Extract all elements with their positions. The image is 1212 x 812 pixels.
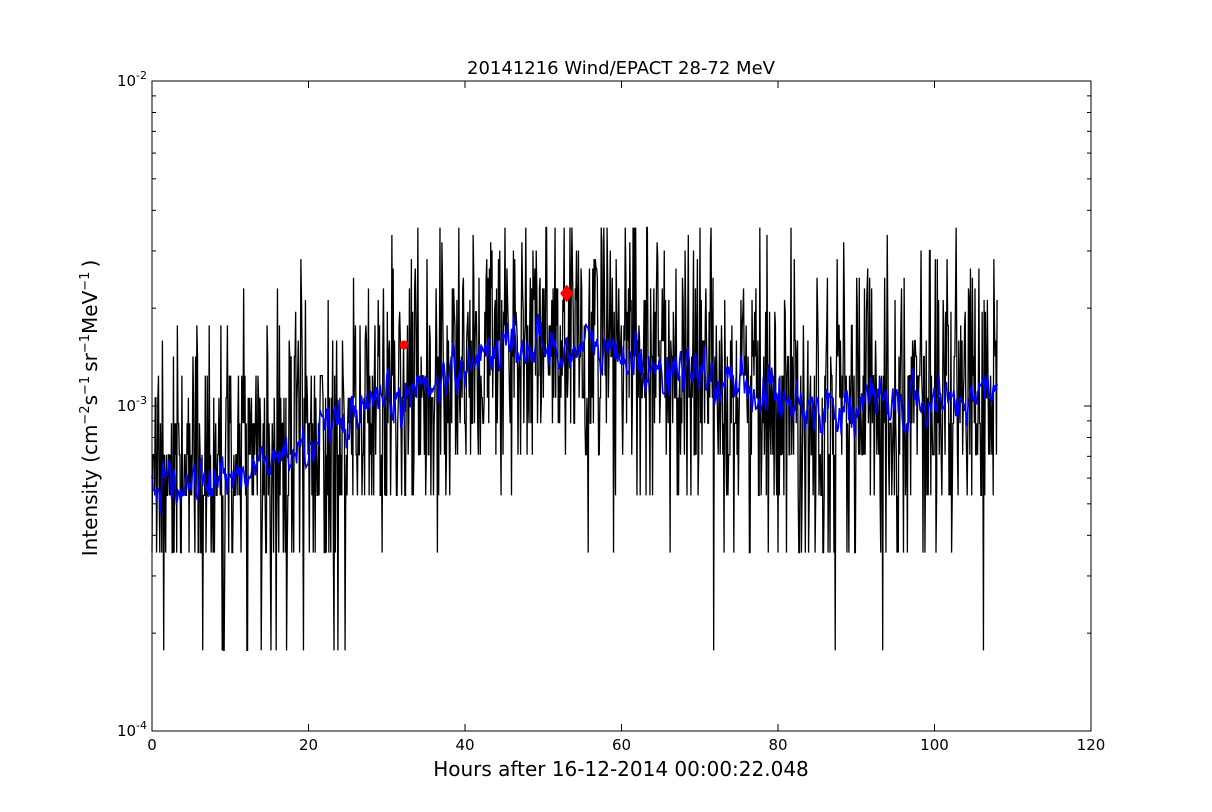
raw-intensity-line (151, 226, 998, 652)
y-tick-label: 10-2 (117, 69, 147, 90)
y-tick-labels: 10-4 10-3 10-2 (117, 69, 147, 740)
y-axis-title-close: ) (78, 260, 102, 268)
x-tick-label: 20 (299, 736, 318, 754)
smoothed-intensity-line (151, 313, 998, 514)
x-tick-label: 0 (147, 736, 157, 754)
chart-title: 20141216 Wind/EPACT 28-72 MeV (467, 58, 776, 79)
tick-layer (151, 80, 1092, 732)
plot-area (151, 80, 1092, 732)
y-tick-label: 10-3 (117, 394, 147, 415)
y-axis-title-exp4: −1 (78, 272, 93, 291)
series-layer (151, 226, 998, 652)
x-tick-label: 120 (1077, 736, 1106, 754)
onset-marker-circle (399, 340, 409, 350)
x-tick-label: 100 (920, 736, 949, 754)
y-tick-label: 10-4 (117, 719, 147, 740)
x-axis-title: Hours after 16-12-2014 00:00:22.048 (433, 757, 809, 781)
y-axis-title-exp1: −2 (78, 405, 93, 424)
marker-layer (399, 284, 574, 350)
x-tick-label: 80 (768, 736, 787, 754)
y-axis-title: Intensity (cm−2s−1sr−1MeV−1) (78, 260, 102, 557)
x-tick-label: 40 (455, 736, 474, 754)
peak-marker-diamond (560, 284, 574, 303)
y-axis-title-s: s (78, 395, 102, 405)
x-tick-label: 60 (612, 736, 631, 754)
x-tick-labels: 0 20 40 60 80 100 120 (147, 736, 1105, 754)
y-axis-title-exp3: −1 (78, 334, 93, 353)
y-axis-title-mev: MeV (78, 290, 102, 334)
y-axis-title-sr: sr (78, 352, 102, 371)
y-axis-title-main: Intensity (cm (78, 425, 102, 557)
y-axis-title-exp2: −1 (78, 376, 93, 395)
